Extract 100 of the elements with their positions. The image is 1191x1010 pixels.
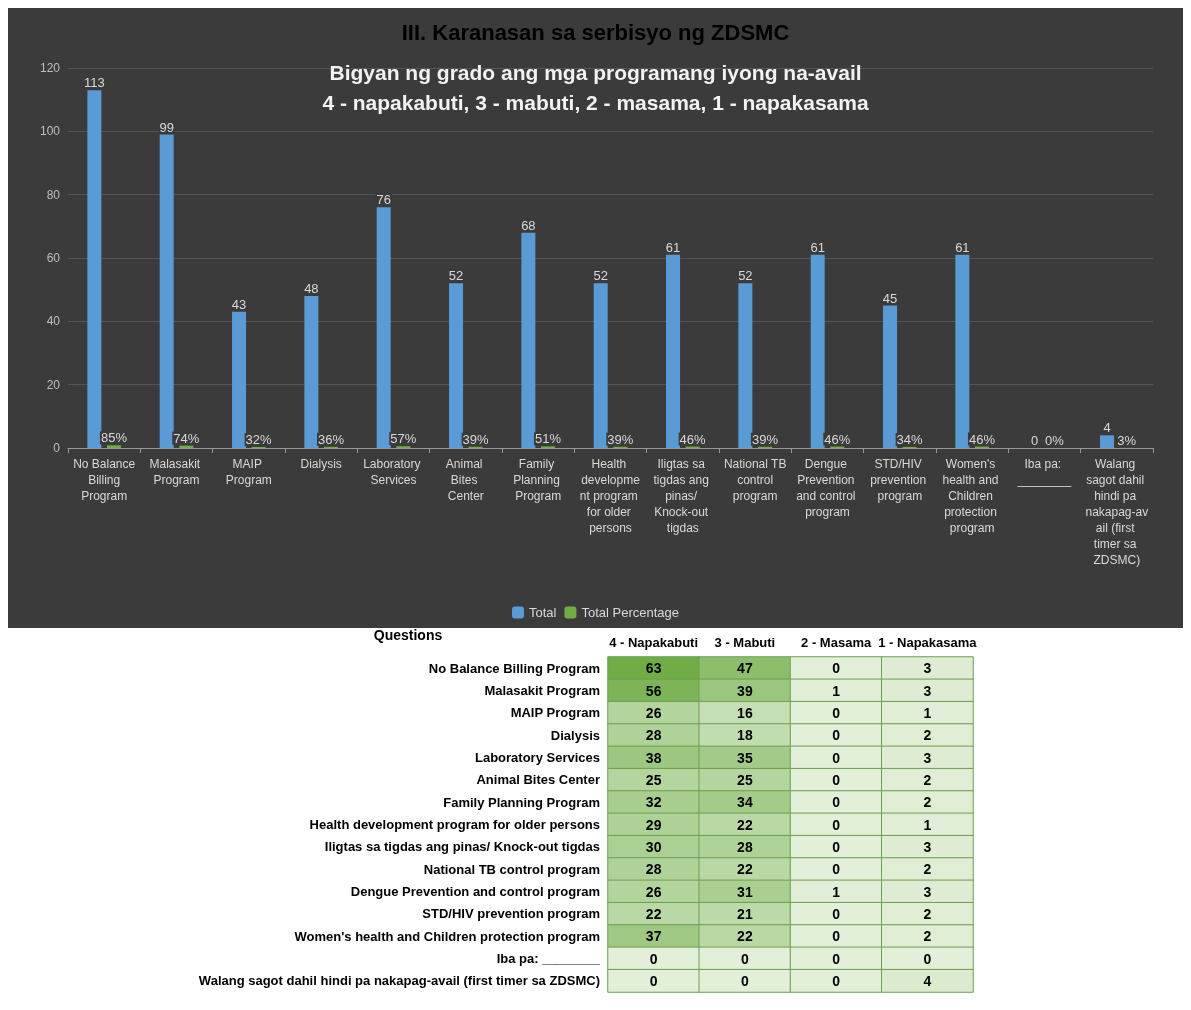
data-label: 113: [84, 75, 105, 91]
data-label: 45: [882, 290, 898, 306]
data-label: 0: [832, 861, 841, 878]
bar: [87, 90, 102, 448]
data-label: 1: [832, 682, 841, 699]
data-label: 0: [832, 794, 841, 811]
data-label: 0: [740, 972, 749, 989]
y-tick-label: 100: [39, 124, 61, 139]
data-label: 39%: [462, 431, 490, 447]
data-label: 74%: [173, 430, 200, 446]
bar: [521, 232, 536, 448]
y-tick-label: National TB control program: [423, 861, 600, 877]
data-label: 0: [649, 972, 658, 989]
legend-label: Total Percentage: [581, 605, 680, 620]
x-tick-label: 1 - Napakasama: [878, 635, 978, 650]
data-label: 0: [832, 838, 841, 855]
data-label: 36%: [317, 431, 345, 447]
data-label: 0: [832, 928, 841, 945]
y-tick-label: No Balance Billing Program: [428, 660, 600, 676]
data-label: 30: [645, 838, 662, 855]
data-label: 99: [159, 119, 174, 135]
x-tick-label: Women's health and Children protection program: [942, 457, 1002, 535]
bar: [376, 207, 391, 448]
y-tick-label: Malasakit Program: [484, 683, 600, 698]
y-tick-label: 60: [46, 251, 61, 265]
y-axis-title: Questions: [373, 627, 443, 643]
data-label: 32%: [245, 431, 273, 447]
bar: [738, 283, 753, 448]
data-label: 39%: [607, 431, 634, 447]
data-label: 3: [923, 682, 932, 699]
data-label: 34: [737, 794, 753, 811]
y-tick-label: Iba pa: ________: [496, 951, 601, 966]
data-label: 22: [737, 816, 753, 833]
data-label: 2: [923, 794, 932, 811]
data-label: 2: [923, 928, 932, 945]
y-tick-label: STD/HIV prevention program: [422, 906, 600, 922]
data-label: 57%: [390, 431, 417, 447]
x-tick-label: STD/HIV prevention program: [870, 457, 930, 503]
data-label: 61: [955, 239, 970, 255]
chart-title: III. Karanasan sa serbisyo ng ZDSMC: [401, 19, 790, 45]
data-label: 26: [645, 883, 662, 900]
data-label: 0: [923, 950, 932, 967]
data-label: 37: [645, 928, 662, 945]
data-label: 0: [832, 727, 841, 744]
x-tick-label: National TB control program: [723, 457, 787, 503]
data-label: 25: [737, 771, 753, 788]
x-tick-label: Dialysis: [300, 457, 342, 471]
y-tick-label: Dengue Prevention and control program: [350, 884, 600, 899]
chart-subtitle: Bigyan ng grado ang mga programang iyong na-avail 4 - napakabuti, 3 - mabuti, 2 - masama, 1 - napakasama: [322, 60, 869, 114]
data-label: 28: [737, 838, 753, 855]
data-label: 52: [593, 268, 608, 284]
y-tick-label: Walang sagot dahil hindi pa nakapag-avail (first timer sa ZDSMC): [198, 973, 600, 989]
x-tick-label: 4 - Napakabuti: [609, 635, 699, 650]
data-label: 0: [832, 905, 841, 922]
data-label: 0: [832, 771, 841, 788]
data-label: 25: [645, 771, 662, 788]
bar: [810, 254, 825, 448]
bar: [106, 445, 121, 448]
data-label: 28: [645, 861, 662, 878]
data-label: 4: [1103, 420, 1111, 436]
data-label: 0: [832, 972, 841, 989]
bar: [883, 305, 898, 448]
data-label: 1: [832, 883, 841, 900]
y-tick-label: Animal Bites Center: [476, 772, 600, 788]
y-tick-label: MAIP Program: [510, 705, 600, 721]
data-label: 4: [923, 972, 932, 989]
y-tick-label: 20: [46, 377, 61, 392]
x-tick-label: Dengue Prevention and control program: [796, 457, 859, 519]
data-label: 46%: [679, 431, 707, 447]
data-label: 3: [923, 749, 932, 766]
data-label: 31: [737, 883, 753, 900]
data-label: 22: [737, 928, 753, 945]
data-label: 43: [231, 296, 247, 312]
bar: [232, 311, 247, 448]
data-label: 63: [645, 660, 662, 677]
x-tick-label: 3 - Mabuti: [714, 635, 776, 650]
data-label: 3%: [1117, 432, 1137, 448]
data-label: 2: [923, 905, 932, 922]
data-label: 21: [737, 905, 753, 922]
y-tick-label: 80: [46, 187, 61, 202]
data-label: 61: [810, 239, 825, 255]
data-label: 46%: [968, 431, 996, 447]
data-label: 52: [738, 268, 753, 284]
data-label: 47: [737, 660, 753, 677]
x-tick-label: Malasakit Program: [149, 457, 204, 487]
data-label: 56: [645, 682, 662, 699]
x-tick-label: Walang sagot dahil hindi pa nakapag-avail (first timer sa ZDSMC): [1085, 457, 1149, 567]
data-label: 0: [649, 950, 658, 967]
y-tick-label: Health development program for older persons: [309, 817, 600, 832]
data-label: 0: [832, 816, 841, 833]
data-label: 2: [923, 727, 932, 744]
data-label: 3: [923, 660, 932, 677]
y-tick-label: 120: [39, 61, 61, 75]
data-label: 28: [645, 727, 662, 744]
data-label: 51%: [534, 431, 562, 447]
data-label: 22: [645, 905, 662, 922]
data-label: 0: [740, 950, 749, 967]
data-label: 52: [448, 268, 464, 284]
data-label: 1: [923, 816, 932, 833]
data-label: 85%: [100, 430, 128, 446]
